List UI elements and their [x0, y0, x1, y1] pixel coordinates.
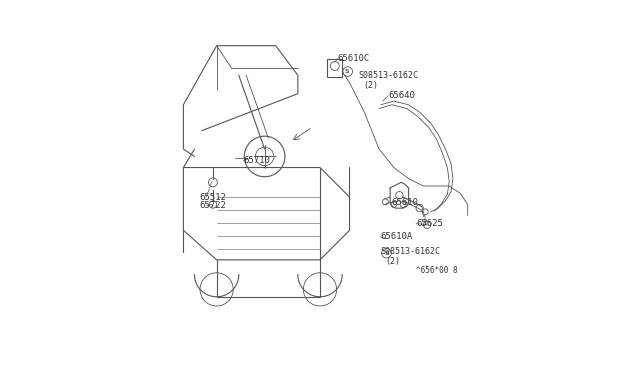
Text: 65610A: 65610A: [380, 232, 412, 241]
Text: S: S: [345, 69, 349, 74]
Text: 65512: 65512: [199, 193, 226, 202]
Text: S08513-6162C: S08513-6162C: [380, 247, 440, 256]
Text: (2): (2): [363, 81, 378, 90]
Text: S08513-6162C: S08513-6162C: [359, 71, 419, 80]
Text: 65710: 65710: [243, 156, 270, 166]
Text: 65640: 65640: [388, 91, 415, 100]
Text: ^656*00 8: ^656*00 8: [416, 266, 458, 275]
Text: 65610: 65610: [391, 198, 418, 207]
Text: 65722: 65722: [199, 201, 226, 210]
Text: 65610C: 65610C: [338, 54, 370, 63]
Text: S: S: [384, 251, 388, 256]
Text: 65625: 65625: [416, 219, 443, 228]
Text: (2): (2): [386, 257, 401, 266]
